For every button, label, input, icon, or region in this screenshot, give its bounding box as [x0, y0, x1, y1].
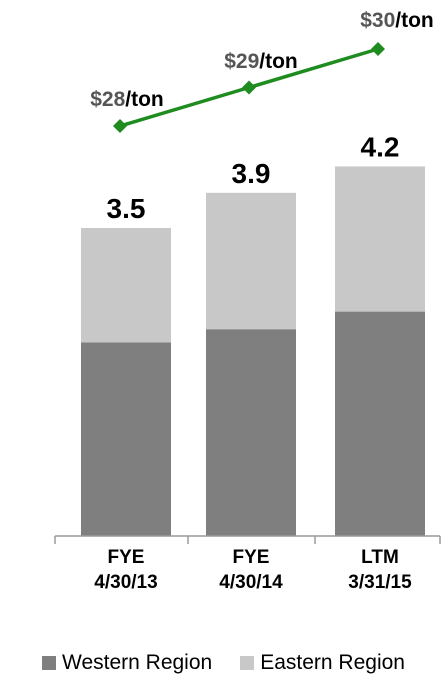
price-label-1: $29/ton [224, 50, 298, 73]
category-label-1-0: FYE [233, 547, 270, 568]
total-label-0: 3.5 [107, 193, 146, 224]
legend-swatch-western [42, 656, 57, 670]
price-marker-2 [371, 42, 385, 56]
bar-eastern-1 [206, 192, 296, 330]
bar-western-1 [206, 329, 296, 536]
total-label-1: 3.9 [232, 158, 271, 189]
bar-western-0 [81, 342, 171, 536]
price-labels: $28/ton $29/ton $30/ton [90, 9, 434, 111]
legend-label-eastern: Eastern Region [260, 651, 405, 674]
total-labels: 3.5 3.9 4.2 [107, 131, 400, 224]
category-label-1-1: 4/30/14 [219, 572, 283, 593]
total-label-2: 4.2 [361, 131, 400, 162]
category-labels: FYE 4/30/13 FYE 4/30/14 LTM 3/31/15 [94, 547, 412, 593]
price-line-layer [113, 42, 385, 133]
legend-item-eastern: Eastern Region [240, 651, 405, 675]
category-label-2-0: LTM [361, 547, 399, 568]
price-marker-1 [242, 80, 256, 95]
price-label-0: $28/ton [90, 88, 164, 111]
bars-layer [81, 166, 425, 536]
price-label-2: $30/ton [360, 9, 434, 32]
legend-item-western: Western Region [42, 651, 212, 675]
bar-eastern-0 [81, 228, 171, 343]
category-label-0-0: FYE [108, 547, 145, 568]
legend: Western Region Eastern Region [0, 648, 447, 678]
category-label-0-1: 4/30/13 [94, 572, 157, 593]
x-axis-ticks [54, 536, 441, 544]
category-label-2-1: 3/31/15 [348, 572, 412, 593]
legend-label-western: Western Region [62, 651, 213, 674]
bar-eastern-2 [335, 166, 425, 312]
price-marker-0 [113, 119, 127, 133]
bar-western-2 [335, 311, 425, 536]
legend-swatch-eastern [240, 656, 255, 670]
